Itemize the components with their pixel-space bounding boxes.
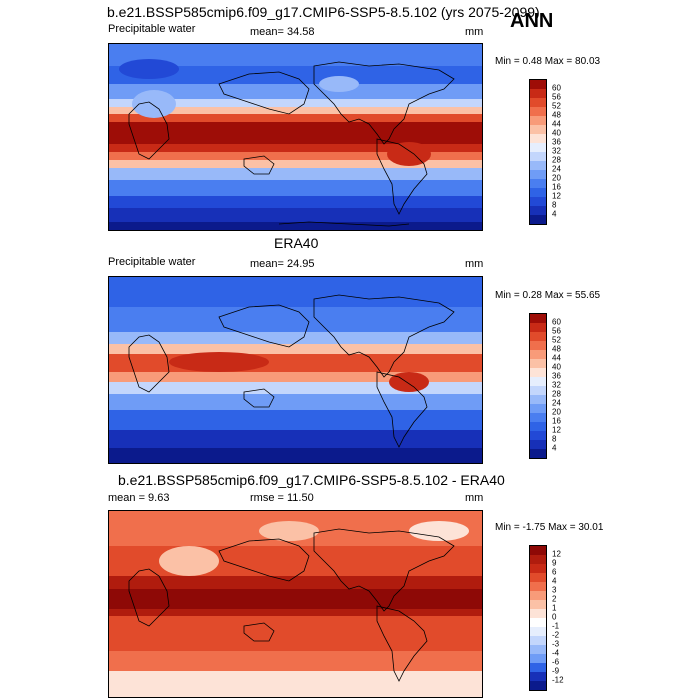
panel1-mean: mean= 34.58 <box>250 26 315 38</box>
panel1-colorbar <box>529 79 547 225</box>
cbar-label: -6 <box>552 657 560 667</box>
panel2-colorbar-labels: 60 56 52 48 44 40 36 32 28 24 20 16 12 8… <box>552 313 582 457</box>
cbar-label: 4 <box>552 576 557 586</box>
cbar-label: 0 <box>552 612 557 622</box>
cbar-label: 28 <box>552 389 561 399</box>
panel2-minmax: Min = 0.28 Max = 55.65 <box>495 290 601 301</box>
panel1-map <box>108 43 483 231</box>
cbar-label: 8 <box>552 434 557 444</box>
panel2-colorbar <box>529 313 547 459</box>
cbar-label: -1 <box>552 621 560 631</box>
cbar-label: 24 <box>552 164 561 174</box>
panel1-field <box>109 44 482 230</box>
cbar-label: 52 <box>552 101 561 111</box>
cbar-label: -12 <box>552 675 564 685</box>
cbar-label: 44 <box>552 119 561 129</box>
cbar-label: 4 <box>552 209 557 219</box>
cbar-label: 52 <box>552 335 561 345</box>
case-title: b.e21.BSSP585cmip6.f09_g17.CMIP6-SSP5-8.… <box>107 4 540 20</box>
panel1-variable: Precipitable water <box>108 23 196 35</box>
cbar-label: 1 <box>552 603 557 613</box>
cbar-label: 40 <box>552 362 561 372</box>
panel1-units: mm <box>465 26 484 38</box>
cbar-label: 12 <box>552 549 561 559</box>
cbar-label: 28 <box>552 155 561 165</box>
cbar-label: 9 <box>552 558 557 568</box>
cbar-label: 36 <box>552 371 561 381</box>
panel3-title: b.e21.BSSP585cmip6.f09_g17.CMIP6-SSP5-8.… <box>118 472 505 488</box>
cbar-label: 20 <box>552 407 561 417</box>
cbar-label: -9 <box>552 666 560 676</box>
cbar-label: -3 <box>552 639 560 649</box>
cbar-label: 16 <box>552 416 561 426</box>
cbar-label: 4 <box>552 443 557 453</box>
cbar-label: 12 <box>552 191 561 201</box>
panel3-minmax: Min = -1.75 Max = 30.01 <box>495 522 604 533</box>
cbar-label: 24 <box>552 398 561 408</box>
panel2-map <box>108 276 483 464</box>
panel3-mean: mean = 9.63 <box>108 492 170 504</box>
cbar-label: 56 <box>552 92 561 102</box>
cbar-label: 3 <box>552 585 557 595</box>
cbar-label: -2 <box>552 630 560 640</box>
cbar-label: 36 <box>552 137 561 147</box>
cbar-label: 32 <box>552 380 561 390</box>
panel2-title: ERA40 <box>274 235 319 251</box>
cbar-label: 40 <box>552 128 561 138</box>
panel3-colorbar-labels: 12 9 6 4 3 2 1 0 -1 -2 -3 -4 -6 -9 -12 <box>552 545 582 689</box>
panel3-map <box>108 510 483 698</box>
panel2-units: mm <box>465 258 484 270</box>
cbar-label: 20 <box>552 173 561 183</box>
cbar-label: 32 <box>552 146 561 156</box>
cbar-label: -4 <box>552 648 560 658</box>
panel1-colorbar-labels: 60 56 52 48 44 40 36 32 28 24 20 16 12 8… <box>552 79 582 223</box>
cbar-label: 6 <box>552 567 557 577</box>
cbar-label: 48 <box>552 110 561 120</box>
cbar-label: 12 <box>552 425 561 435</box>
cbar-label: 60 <box>552 317 561 327</box>
cbar-label: 48 <box>552 344 561 354</box>
panel3-colorbar <box>529 545 547 691</box>
cbar-label: 44 <box>552 353 561 363</box>
panel3-units: mm <box>465 492 484 504</box>
panel2-variable: Precipitable water <box>108 256 196 268</box>
cbar-label: 16 <box>552 182 561 192</box>
cbar-label: 60 <box>552 83 561 93</box>
cbar-label: 8 <box>552 200 557 210</box>
season-label: ANN <box>510 10 554 32</box>
panel3-field <box>109 511 482 697</box>
cbar-label: 56 <box>552 326 561 336</box>
panel2-field <box>109 277 482 463</box>
panel2-mean: mean= 24.95 <box>250 258 315 270</box>
cbar-label: 2 <box>552 594 557 604</box>
panel3-rmse: rmse = 11.50 <box>250 492 314 504</box>
panel1-minmax: Min = 0.48 Max = 80.03 <box>495 56 601 67</box>
